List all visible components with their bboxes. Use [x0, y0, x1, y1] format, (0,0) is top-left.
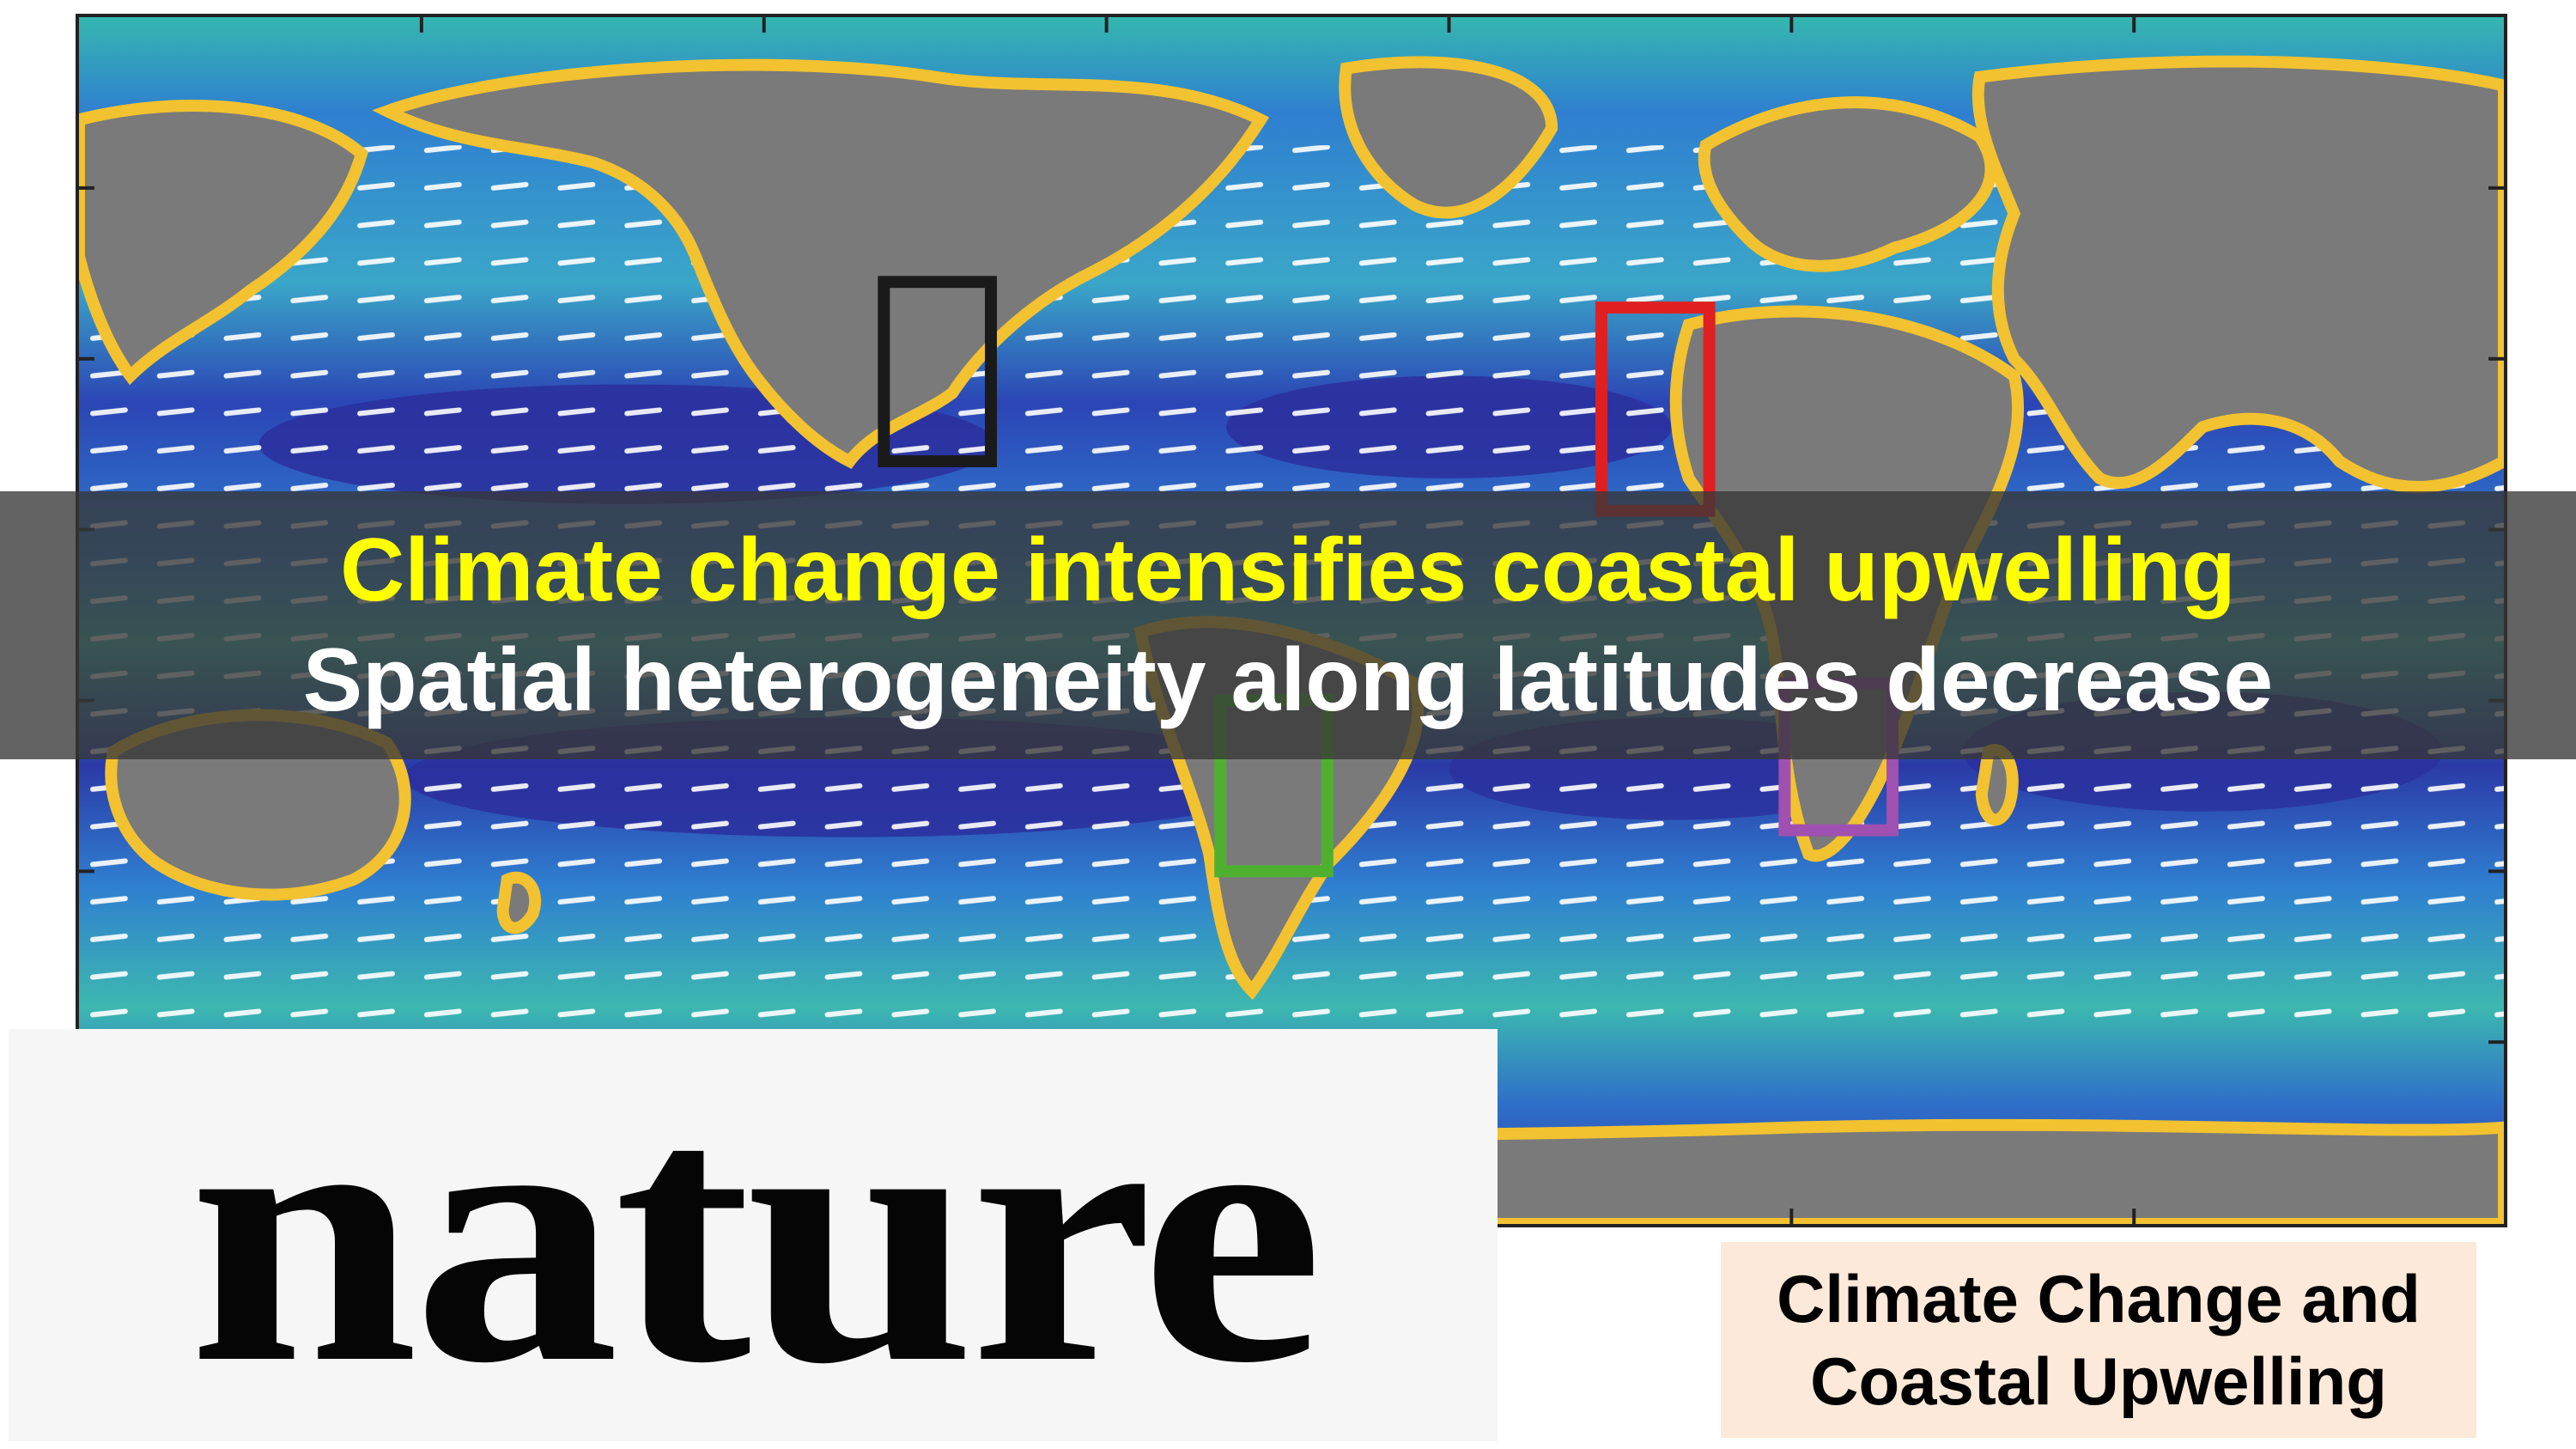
- asia: [1971, 55, 2504, 493]
- journal-logo: nature: [188, 1031, 1323, 1440]
- greenland: [1339, 56, 1558, 219]
- east-asia: [79, 100, 369, 386]
- journal-logo-box: nature: [9, 1029, 1498, 1441]
- madagascar: [1975, 744, 2019, 826]
- topic-line-1: Climate Change and: [1777, 1261, 2421, 1336]
- topic-label-box: Climate Change and Coastal Upwelling: [1721, 1242, 2476, 1438]
- headline: Climate change intensifies coastal upwel…: [340, 521, 2236, 620]
- topic-line-2: Coastal Upwelling: [1810, 1343, 2387, 1419]
- headline-banner: Climate change intensifies coastal upwel…: [0, 491, 2576, 759]
- subheadline: Spatial heterogeneity along latitudes de…: [302, 630, 2274, 730]
- europe: [1698, 96, 1997, 272]
- new-zealand: [496, 871, 542, 935]
- north-america: [372, 58, 1270, 469]
- california-current-box: [878, 276, 997, 468]
